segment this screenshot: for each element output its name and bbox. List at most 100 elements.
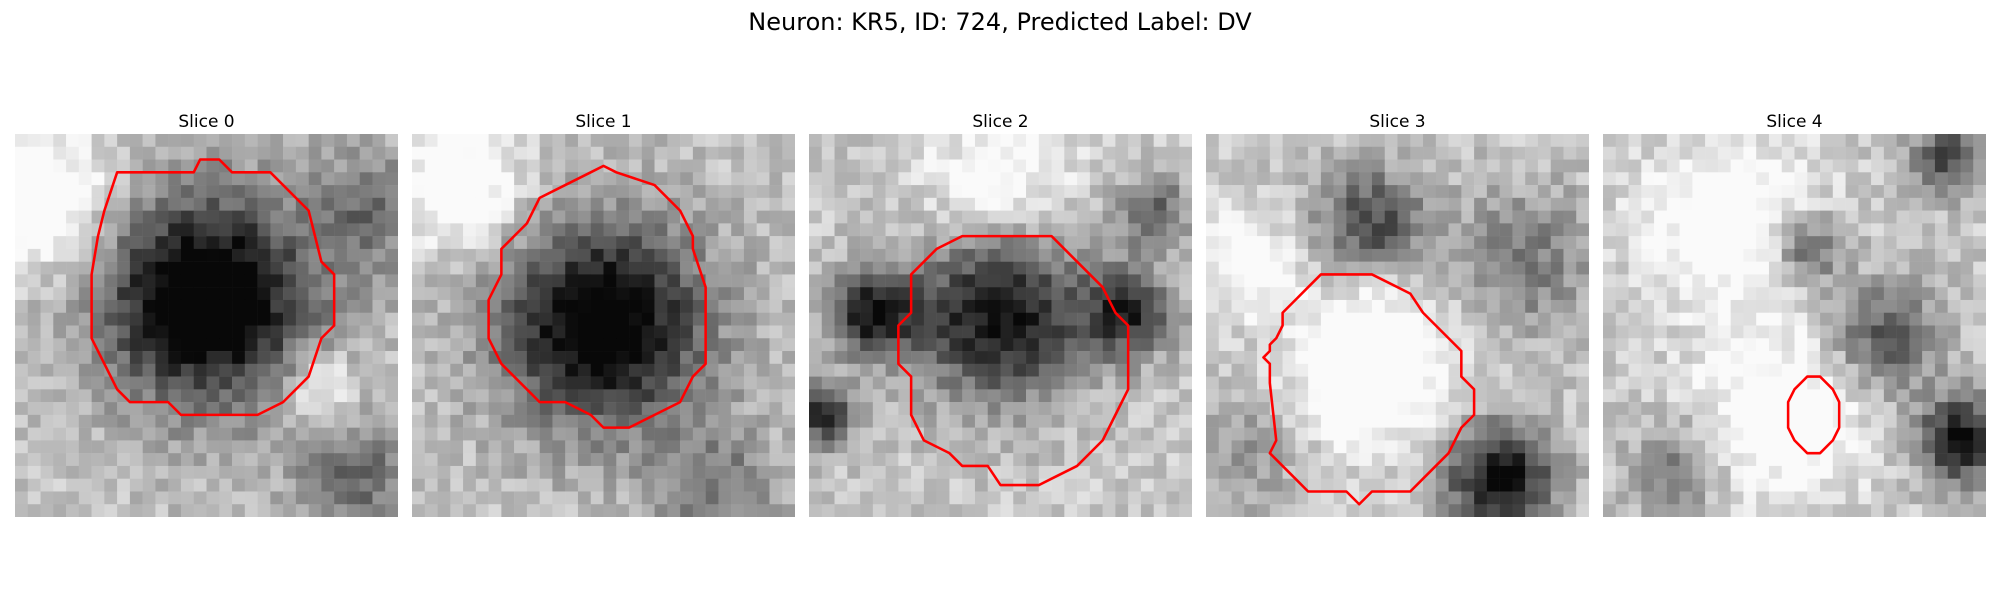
pixel-cell xyxy=(1486,134,1500,148)
pixel-cell xyxy=(1947,299,1961,313)
pixel-cell xyxy=(372,236,386,250)
pixel-cell xyxy=(232,440,246,454)
pixel-cell xyxy=(565,274,579,288)
pixel-cell xyxy=(1346,287,1360,301)
pixel-cell xyxy=(372,134,386,148)
pixel-cell xyxy=(1166,299,1180,313)
pixel-cell xyxy=(1794,261,1808,275)
pixel-cell xyxy=(821,427,835,441)
pixel-cell xyxy=(1140,185,1154,199)
pixel-cell xyxy=(860,274,874,288)
pixel-cell xyxy=(1102,402,1116,416)
pixel-cell xyxy=(872,414,886,428)
pixel-cell xyxy=(782,185,795,199)
pixel-cell xyxy=(1346,363,1360,377)
pixel-cell xyxy=(769,197,783,211)
pixel-cell xyxy=(78,210,92,224)
pixel-cell xyxy=(142,389,156,403)
pixel-cell xyxy=(1013,185,1027,199)
pixel-cell xyxy=(1269,185,1283,199)
pixel-cell xyxy=(872,134,886,148)
pixel-cell xyxy=(1654,159,1668,173)
pixel-cell xyxy=(1845,414,1859,428)
pixel-cell xyxy=(731,185,745,199)
pixel-cell xyxy=(1474,134,1488,148)
pixel-cell xyxy=(1308,478,1322,492)
pixel-cell xyxy=(1615,440,1629,454)
pixel-cell xyxy=(142,427,156,441)
pixel-cell xyxy=(1934,363,1948,377)
pixel-cell xyxy=(1679,312,1693,326)
pixel-cell xyxy=(1871,223,1885,237)
pixel-cell xyxy=(552,274,566,288)
pixel-cell xyxy=(1448,299,1462,313)
pixel-cell xyxy=(847,312,861,326)
pixel-cell xyxy=(1947,504,1961,517)
pixel-cell xyxy=(1140,223,1154,237)
pixel-cell xyxy=(91,440,105,454)
pixel-cell xyxy=(1858,197,1872,211)
pixel-cell xyxy=(295,159,309,173)
pixel-cell xyxy=(1115,134,1129,148)
pixel-cell xyxy=(1486,351,1500,365)
pixel-cell xyxy=(1410,159,1424,173)
pixel-cell xyxy=(1231,299,1245,313)
pixel-cell xyxy=(424,478,438,492)
pixel-cell xyxy=(1654,146,1668,160)
pixel-cell xyxy=(308,453,322,467)
pixel-cell xyxy=(756,172,770,186)
pixel-cell xyxy=(193,312,207,326)
pixel-cell xyxy=(1603,299,1617,313)
pixel-cell xyxy=(949,376,963,390)
pixel-cell xyxy=(1320,134,1334,148)
pixel-cell xyxy=(962,236,976,250)
pixel-cell xyxy=(463,248,477,262)
pixel-cell xyxy=(1282,427,1296,441)
pixel-cell xyxy=(117,325,131,339)
pixel-cell xyxy=(1858,465,1872,479)
pixel-cell xyxy=(616,223,630,237)
pixel-cell xyxy=(809,261,823,275)
pixel-cell xyxy=(1858,389,1872,403)
pixel-cell xyxy=(1000,146,1014,160)
pixel-cell xyxy=(949,146,963,160)
pixel-cell xyxy=(654,299,668,313)
pixel-cell xyxy=(1371,491,1385,505)
pixel-cell xyxy=(40,159,54,173)
pixel-cell xyxy=(475,312,489,326)
pixel-cell xyxy=(475,465,489,479)
pixel-cell xyxy=(821,453,835,467)
pixel-cell xyxy=(1128,159,1142,173)
pixel-cell xyxy=(104,146,118,160)
pixel-cell xyxy=(412,351,426,365)
pixel-cell xyxy=(1359,185,1373,199)
pixel-cell xyxy=(117,274,131,288)
pixel-cell xyxy=(346,363,360,377)
pixel-cell xyxy=(1064,185,1078,199)
pixel-cell xyxy=(743,465,757,479)
pixel-cell xyxy=(1448,172,1462,186)
pixel-cell xyxy=(577,274,591,288)
pixel-cell xyxy=(1934,402,1948,416)
pixel-cell xyxy=(1883,338,1897,352)
pixel-cell xyxy=(1641,172,1655,186)
pixel-cell xyxy=(1218,248,1232,262)
pixel-cell xyxy=(475,299,489,313)
pixel-cell xyxy=(962,363,976,377)
pixel-cell xyxy=(692,504,706,517)
pixel-cell xyxy=(1371,338,1385,352)
pixel-cell xyxy=(1128,134,1142,148)
pixel-cell xyxy=(731,478,745,492)
pixel-cell xyxy=(962,197,976,211)
pixel-cell xyxy=(334,491,348,505)
pixel-cell xyxy=(590,465,604,479)
pixel-cell xyxy=(1474,402,1488,416)
pixel-cell xyxy=(1525,376,1539,390)
pixel-cell xyxy=(450,351,464,365)
pixel-cell xyxy=(885,491,899,505)
pixel-cell xyxy=(872,172,886,186)
pixel-cell xyxy=(1371,236,1385,250)
pixel-cell xyxy=(1883,261,1897,275)
pixel-cell xyxy=(616,504,630,517)
pixel-cell xyxy=(1102,325,1116,339)
